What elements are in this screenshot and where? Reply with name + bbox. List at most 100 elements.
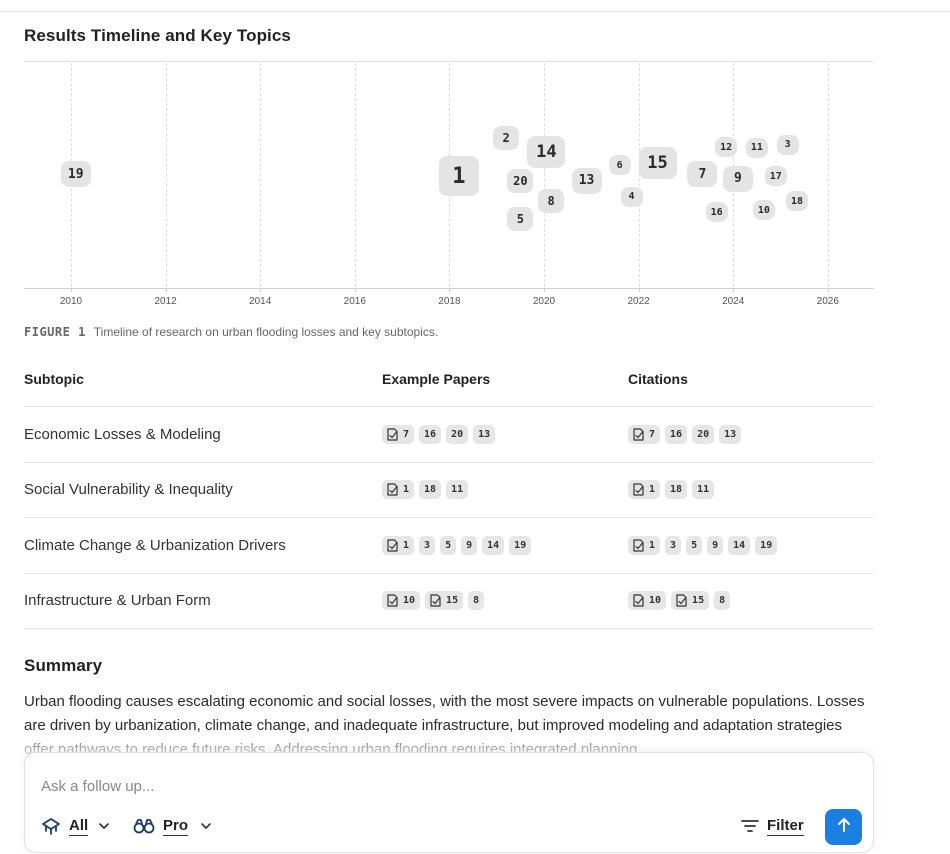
paper-bubble-16[interactable]: 16 (705, 202, 728, 223)
citation-chip[interactable]: 15 (671, 591, 710, 611)
paper-chip[interactable]: 1 (382, 535, 415, 555)
paper-bubble-6[interactable]: 6 (608, 155, 631, 175)
paper-bubble-2[interactable]: 2 (493, 126, 520, 150)
paper-chip[interactable]: 16 (419, 424, 442, 444)
document-check-icon (430, 594, 446, 607)
paper-chip-label: 10 (403, 595, 416, 607)
citation-chip-label: 7 (649, 428, 656, 440)
mode-selector[interactable]: Pro (133, 813, 212, 839)
subtopic-name: Economic Losses & Modeling (24, 425, 221, 443)
table-header: Subtopic Example Papers Citations (24, 352, 874, 407)
binoculars-icon (133, 818, 155, 834)
tick-mark (260, 288, 262, 292)
citation-chip-label: 15 (692, 595, 705, 607)
citation-chip[interactable]: 11 (692, 480, 715, 500)
paper-chip[interactable]: 9 (461, 535, 478, 555)
citation-chip-label: 11 (697, 484, 710, 496)
tick-mark (827, 288, 829, 292)
citation-chip[interactable]: 13 (719, 424, 742, 444)
document-check-icon (633, 594, 649, 607)
paper-chip-label: 3 (424, 539, 431, 551)
paper-chip[interactable]: 7 (382, 424, 415, 444)
paper-chip-label: 15 (446, 595, 459, 607)
citation-chip[interactable]: 3 (665, 535, 682, 555)
source-selector[interactable]: All (41, 813, 110, 839)
paper-bubble-3[interactable]: 3 (776, 134, 799, 155)
tick-label: 2016 (343, 296, 366, 307)
paper-chip[interactable]: 8 (468, 591, 485, 611)
follow-up-input[interactable] (41, 775, 741, 797)
paper-bubble-10[interactable]: 10 (752, 200, 775, 220)
example-papers-cell: 1 18 11 (382, 463, 473, 518)
citation-chip[interactable]: 5 (686, 535, 703, 555)
citation-chip[interactable]: 10 (628, 591, 667, 611)
paper-bubble-4[interactable]: 4 (620, 186, 643, 207)
paper-chip[interactable]: 19 (509, 535, 532, 555)
citation-chip[interactable]: 20 (692, 424, 715, 444)
citation-chip[interactable]: 8 (714, 591, 731, 611)
citation-chip[interactable]: 9 (707, 535, 724, 555)
paper-bubble-5[interactable]: 5 (507, 207, 534, 231)
paper-bubble-9[interactable]: 9 (722, 165, 753, 192)
paper-chip[interactable]: 3 (419, 535, 436, 555)
paper-bubble-13[interactable]: 13 (571, 167, 602, 194)
citation-chip[interactable]: 14 (728, 535, 751, 555)
tick-mark (733, 288, 735, 292)
citation-chip[interactable]: 1 (628, 535, 661, 555)
gridline (827, 63, 829, 287)
paper-bubble-12[interactable]: 12 (715, 137, 738, 157)
citation-chip[interactable]: 1 (628, 480, 661, 500)
tick-label: 2020 (532, 296, 556, 307)
paper-bubble-15[interactable]: 15 (638, 146, 677, 179)
paper-bubble-19[interactable]: 19 (60, 161, 91, 187)
tick-mark (354, 288, 356, 292)
follow-up-box: All Pro Filter (24, 752, 874, 853)
paper-chip[interactable]: 14 (482, 535, 505, 555)
paper-chip[interactable]: 20 (446, 424, 469, 444)
summary-title: Summary (24, 656, 103, 675)
mode-label: Pro (163, 816, 189, 836)
sources-icon (41, 816, 61, 836)
citation-chip[interactable]: 18 (665, 480, 688, 500)
paper-bubble-14[interactable]: 14 (527, 135, 566, 168)
send-button[interactable] (825, 809, 862, 845)
paper-bubble-17[interactable]: 17 (764, 166, 787, 187)
results-timeline: 2010 2012 2014 2016 2018 2020 2022 2024 2026 19 1 2… (24, 61, 874, 311)
citation-chip[interactable]: 7 (628, 424, 661, 444)
document-check-icon (387, 594, 403, 607)
document-check-icon (633, 539, 649, 552)
document-check-icon (633, 483, 649, 496)
paper-chip[interactable]: 5 (440, 535, 457, 555)
paper-chip[interactable]: 18 (419, 480, 442, 500)
citation-chip[interactable]: 16 (665, 424, 688, 444)
paper-chip-label: 18 (424, 484, 437, 496)
paper-bubble-20[interactable]: 20 (507, 168, 534, 193)
citation-chip-label: 10 (649, 595, 662, 607)
paper-chip[interactable]: 10 (382, 591, 421, 611)
table-row: Social Vulnerability & Inequality 1 18 11 1 1… (24, 463, 874, 518)
paper-bubble-1[interactable]: 1 (438, 156, 479, 197)
gridline (544, 63, 545, 287)
tick-label: 2022 (627, 296, 650, 307)
source-label: All (69, 816, 89, 836)
citations-cell: 10 15 8 (628, 574, 735, 629)
tick-mark (449, 288, 451, 292)
tick-label: 2010 (59, 296, 83, 307)
paper-chip-label: 20 (451, 428, 464, 440)
citation-chip[interactable]: 19 (755, 535, 778, 555)
filter-button[interactable]: Filter (741, 813, 804, 839)
paper-chip[interactable]: 11 (446, 480, 469, 500)
citation-chip-label: 18 (670, 484, 683, 496)
table-row: Infrastructure & Urban Form 10 15 8 10 15 8 (24, 574, 874, 629)
paper-bubble-11[interactable]: 11 (745, 137, 768, 158)
top-divider (0, 11, 950, 12)
paper-chip[interactable]: 13 (473, 424, 496, 444)
subtopic-name: Social Vulnerability & Inequality (24, 481, 233, 499)
paper-chip[interactable]: 1 (382, 480, 415, 500)
document-check-icon (387, 483, 403, 496)
paper-bubble-18[interactable]: 18 (786, 191, 809, 211)
gridline (165, 63, 167, 287)
paper-bubble-8[interactable]: 8 (538, 189, 565, 213)
paper-bubble-7[interactable]: 7 (687, 161, 718, 187)
paper-chip[interactable]: 15 (425, 591, 464, 611)
